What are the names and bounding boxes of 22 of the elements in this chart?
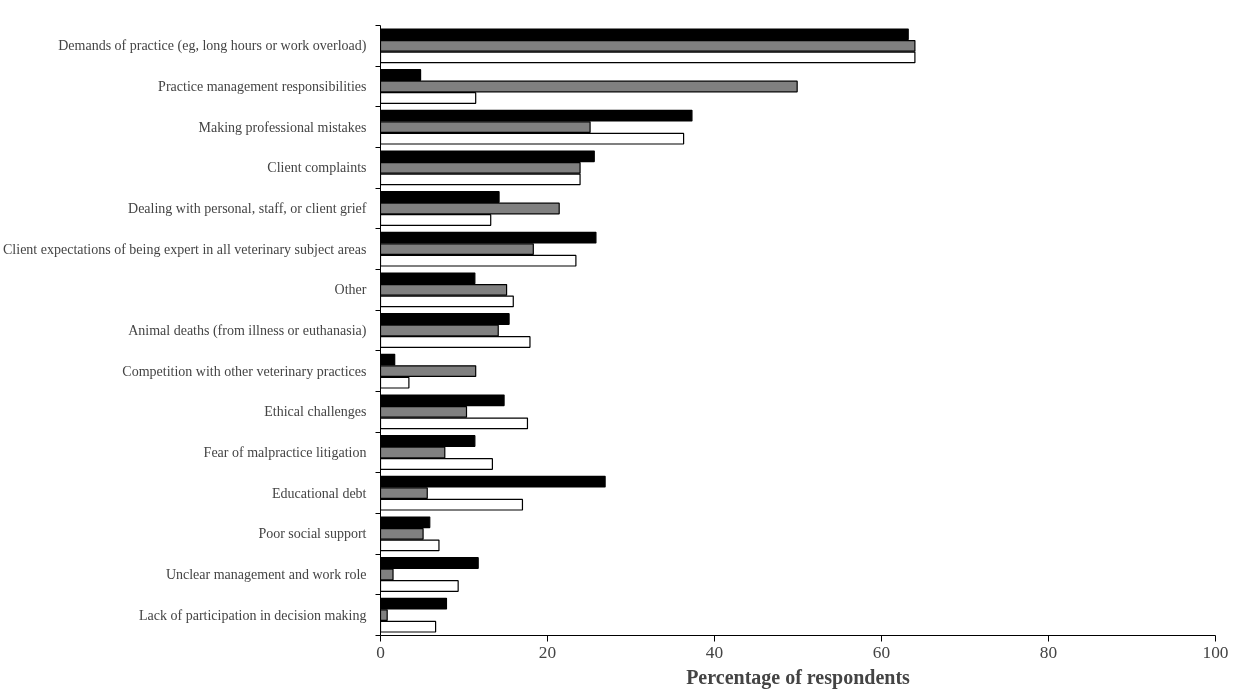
x-axis-title: Percentage of respondents bbox=[686, 665, 911, 689]
y-tick-label: Poor social support bbox=[258, 526, 367, 542]
y-tick-label: Making professional mistakes bbox=[198, 119, 367, 135]
y-tick-label: Competition with other veterinary practices bbox=[122, 363, 367, 379]
x-tick-label: 40 bbox=[705, 642, 724, 662]
x-tick-label: 60 bbox=[872, 642, 891, 662]
y-tick-label: Dealing with personal, staff, or client grief bbox=[128, 201, 367, 216]
y-tick-label: Fear of malpractice litigation bbox=[203, 445, 367, 460]
y-tick-label: Animal deaths (from illness or euthanasia) bbox=[128, 323, 367, 339]
y-tick-label: Client expectations of being expert in all veterinary subject areas bbox=[3, 241, 367, 257]
y-tick-label: Unclear management and work role bbox=[165, 567, 367, 582]
x-tick-label: 100 bbox=[1202, 642, 1229, 662]
y-tick-label: Practice management responsibilities bbox=[158, 79, 367, 94]
y-tick-label: Lack of participation in decision making bbox=[139, 607, 367, 623]
y-tick-label: Educational debt bbox=[272, 485, 367, 501]
y-tick-label: Other bbox=[334, 282, 367, 298]
x-tick-label: 80 bbox=[1039, 642, 1058, 662]
y-tick-label: Demands of practice (eg, long hours or work overload) bbox=[58, 38, 367, 55]
x-tick-label: 0 bbox=[376, 642, 385, 662]
x-tick-label: 20 bbox=[538, 642, 557, 662]
y-tick-label: Client complaints bbox=[267, 160, 367, 176]
y-tick-label: Ethical challenges bbox=[264, 404, 367, 420]
